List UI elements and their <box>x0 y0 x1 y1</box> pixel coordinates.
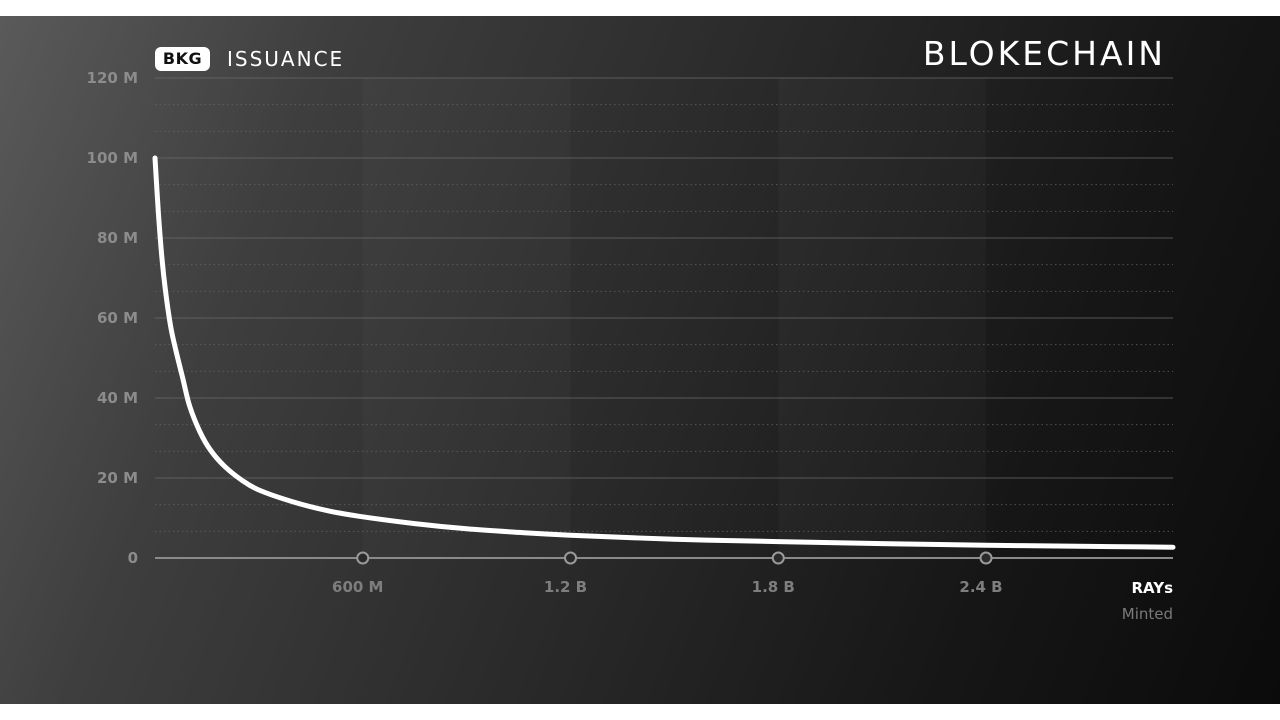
chart-frame: 0 20 M 40 M 60 M 80 M 100 M 120 M 600 M 1.2 B 1.8… <box>0 16 1280 704</box>
y-tick-label: 0 <box>128 549 138 567</box>
x-tick-marker <box>356 551 370 565</box>
x-tick-label: 1.2 B <box>544 578 587 596</box>
y-tick-label: 20 M <box>97 469 138 487</box>
y-tick-label: 100 M <box>87 149 138 167</box>
bkg-badge: BKG <box>155 47 210 71</box>
y-tick-label: 60 M <box>97 309 138 327</box>
y-tick-label: 40 M <box>97 389 138 407</box>
issuance-curve <box>152 155 1176 550</box>
x-tick-marker <box>979 551 993 565</box>
issuance-chart: 0 20 M 40 M 60 M 80 M 100 M 120 M 600 M 1.2 B 1.8… <box>87 69 1176 596</box>
x-axis-sublabel: Minted <box>1121 605 1173 623</box>
x-tick-marker <box>564 551 578 565</box>
x-tick-label: 1.8 B <box>752 578 795 596</box>
x-tick-marker <box>771 551 785 565</box>
brand-logo: BLOKECHAIN <box>922 34 1166 73</box>
x-tick-label: 600 M <box>332 578 383 596</box>
y-tick-label: 80 M <box>97 229 138 247</box>
x-axis-label: RAYs <box>1131 579 1173 597</box>
y-tick-label: 120 M <box>87 69 138 87</box>
x-tick-label: 2.4 B <box>959 578 1002 596</box>
chart-title: ISSUANCE <box>227 47 345 71</box>
